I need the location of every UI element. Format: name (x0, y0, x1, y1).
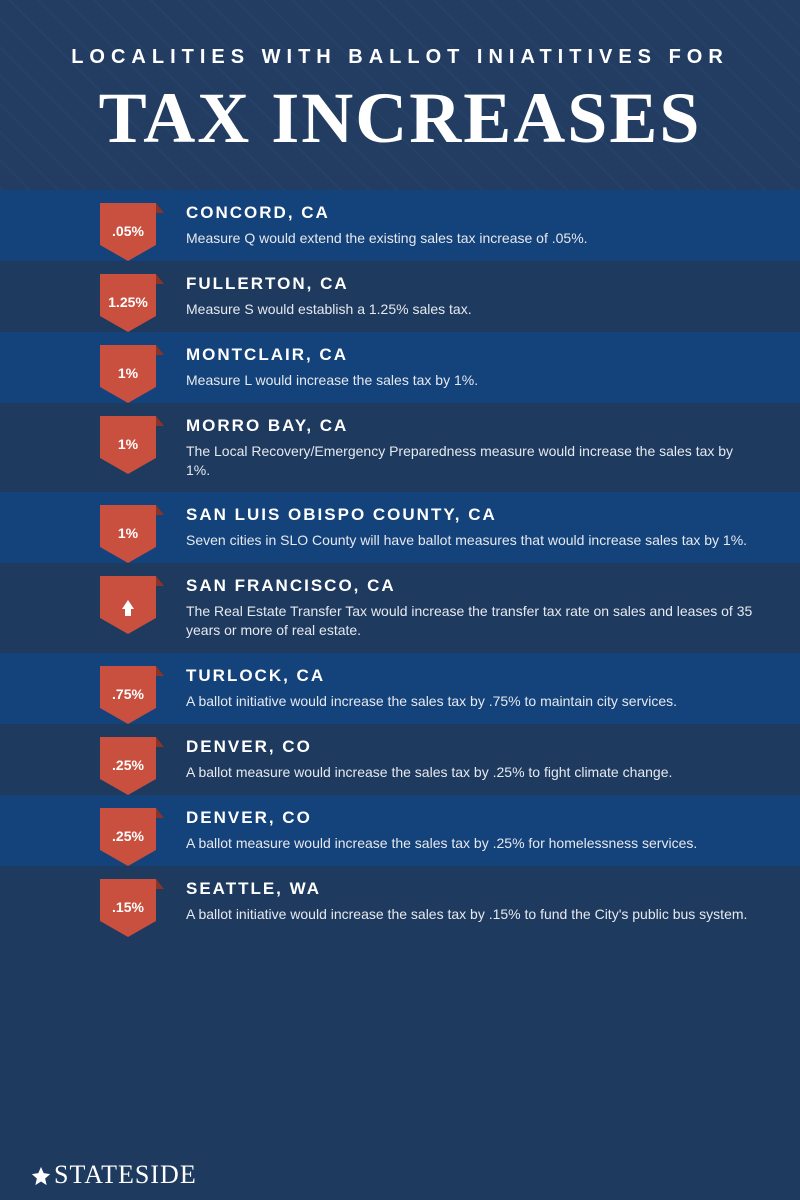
percent-badge: .75% (100, 666, 156, 708)
percent-badge: 1% (100, 505, 156, 547)
locality-name: MORRO BAY, CA (186, 416, 760, 436)
locality-desc: The Real Estate Transfer Tax would incre… (186, 602, 760, 640)
locality-name: DENVER, CO (186, 808, 760, 828)
list-item: 1% MORRO BAY, CA The Local Recovery/Emerge… (0, 403, 800, 493)
list-item: .25% DENVER, CO A ballot measure would inc… (0, 724, 800, 795)
percent-badge: .15% (100, 879, 156, 921)
percent-badge: .05% (100, 203, 156, 245)
list-item: 1% SAN LUIS OBISPO COUNTY, CA Seven cities… (0, 492, 800, 563)
locality-desc: A ballot initiative would increase the s… (186, 905, 760, 924)
locality-name: SAN LUIS OBISPO COUNTY, CA (186, 505, 760, 525)
locality-desc: A ballot measure would increase the sale… (186, 834, 760, 853)
list-item: .05% CONCORD, CA Measure Q would extend th… (0, 190, 800, 261)
locality-desc: A ballot initiative would increase the s… (186, 692, 760, 711)
percent-badge: 1% (100, 345, 156, 387)
locality-name: TURLOCK, CA (186, 666, 760, 686)
locality-name: CONCORD, CA (186, 203, 760, 223)
locality-desc: A ballot measure would increase the sale… (186, 763, 760, 782)
percent-badge: .25% (100, 737, 156, 779)
footer-brand: STATESIDE (30, 1160, 197, 1190)
header: LOCALITIES WITH BALLOT INIATITIVES FOR T… (0, 0, 800, 190)
locality-name: FULLERTON, CA (186, 274, 760, 294)
locality-name: DENVER, CO (186, 737, 760, 757)
locality-desc: Measure S would establish a 1.25% sales … (186, 300, 760, 319)
locality-desc: The Local Recovery/Emergency Preparednes… (186, 442, 760, 480)
star-icon (30, 1164, 52, 1186)
locality-desc: Measure Q would extend the existing sale… (186, 229, 760, 248)
list-item: .75% TURLOCK, CA A ballot initiative would… (0, 653, 800, 724)
locality-desc: Seven cities in SLO County will have bal… (186, 531, 760, 550)
list-item: SAN FRANCISCO, CA The Real Estate Transfe… (0, 563, 800, 653)
header-title: TAX INCREASES (99, 77, 702, 160)
brand-text: STATESIDE (54, 1160, 197, 1190)
header-subtitle: LOCALITIES WITH BALLOT INIATITIVES FOR (71, 46, 729, 69)
locality-name: SAN FRANCISCO, CA (186, 576, 760, 596)
items-list: .05% CONCORD, CA Measure Q would extend th… (0, 190, 800, 937)
percent-badge: 1% (100, 416, 156, 458)
arrow-up-icon (122, 600, 134, 609)
list-item: .15% SEATTLE, WA A ballot initiative would… (0, 866, 800, 937)
list-item: .25% DENVER, CO A ballot measure would inc… (0, 795, 800, 866)
locality-desc: Measure L would increase the sales tax b… (186, 371, 760, 390)
list-item: 1% MONTCLAIR, CA Measure L would increase … (0, 332, 800, 403)
locality-name: MONTCLAIR, CA (186, 345, 760, 365)
percent-badge: 1.25% (100, 274, 156, 316)
percent-badge (100, 576, 156, 618)
percent-badge: .25% (100, 808, 156, 850)
locality-name: SEATTLE, WA (186, 879, 760, 899)
list-item: 1.25% FULLERTON, CA Measure S would establ… (0, 261, 800, 332)
